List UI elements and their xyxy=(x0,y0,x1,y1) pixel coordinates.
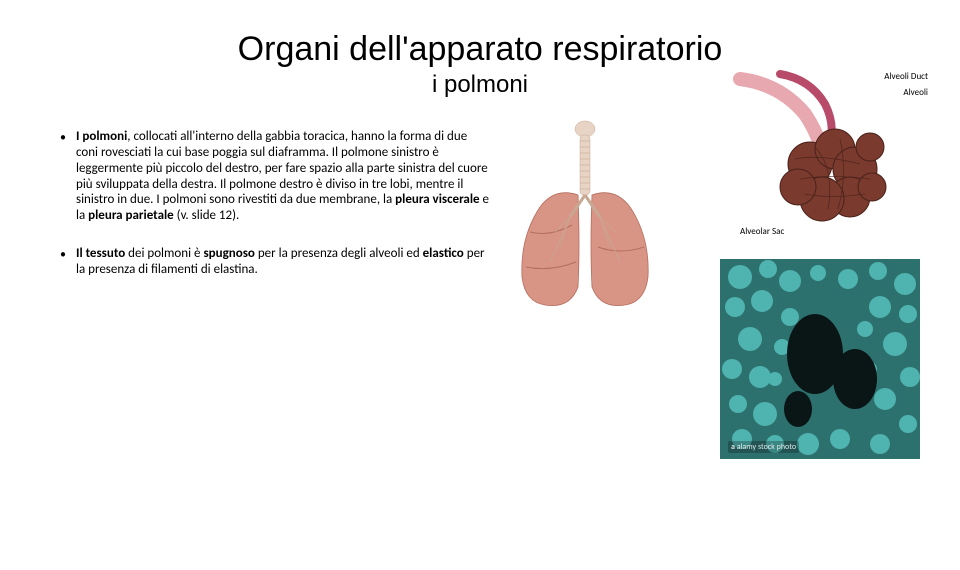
label-alveolar-sac: Alveolar Sac xyxy=(740,226,784,237)
bullet-dot: • xyxy=(60,131,66,224)
content-area: • I polmoni, collocati all'interno della… xyxy=(0,129,960,300)
microscopy-image: a alamy stock photo xyxy=(720,259,920,459)
watermark-text: a alamy stock photo xyxy=(728,441,799,453)
text-column: • I polmoni, collocati all'interno della… xyxy=(60,129,490,300)
bullet-1: • I polmoni, collocati all'interno della… xyxy=(60,129,490,224)
bullet-2-text: Il tessuto dei polmoni è spugnoso per la… xyxy=(76,246,490,278)
bullet-dot: • xyxy=(60,248,66,278)
bullet-1-text: I polmoni, collocati all'interno della g… xyxy=(76,129,490,224)
label-alveoli: Alveoli xyxy=(903,87,928,98)
image-column: Alveoli Duct Alveoli Alveolar Sac xyxy=(490,129,920,300)
label-alveoli-duct: Alveoli Duct xyxy=(884,71,928,82)
page-title: Organi dell'apparato respiratorio xyxy=(0,30,960,69)
lungs-illustration xyxy=(500,117,670,317)
alveoli-illustration: Alveoli Duct Alveoli Alveolar Sac xyxy=(720,69,930,239)
bullet-2: • Il tessuto dei polmoni è spugnoso per … xyxy=(60,246,490,278)
